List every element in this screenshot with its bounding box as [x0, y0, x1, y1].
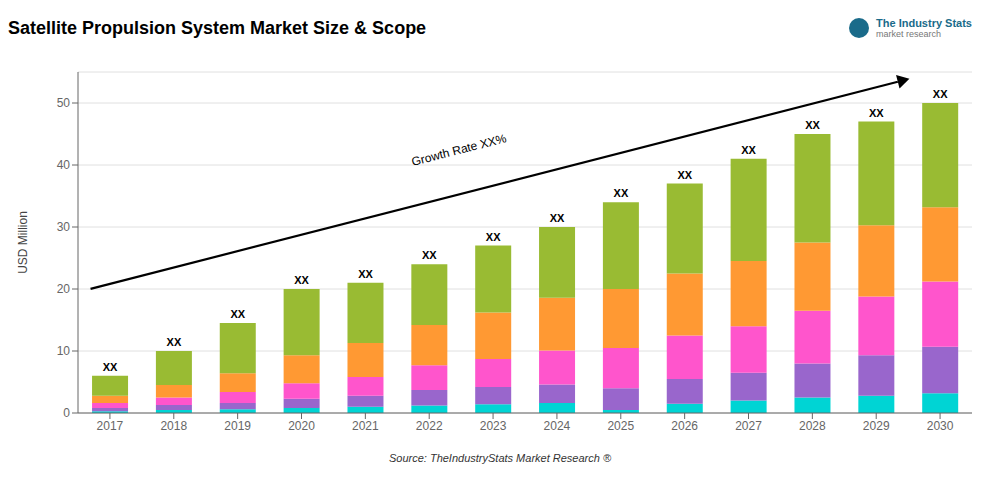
- svg-text:XX: XX: [677, 169, 692, 181]
- svg-text:XX: XX: [933, 88, 948, 100]
- svg-text:2022: 2022: [416, 419, 443, 433]
- svg-text:XX: XX: [741, 144, 756, 156]
- svg-text:XX: XX: [103, 361, 118, 373]
- svg-text:2019: 2019: [224, 419, 251, 433]
- svg-text:Growth Rate XX%: Growth Rate XX%: [410, 131, 508, 169]
- svg-text:XX: XX: [869, 107, 884, 119]
- svg-text:XX: XX: [486, 231, 501, 243]
- svg-text:2025: 2025: [607, 419, 634, 433]
- svg-text:2030: 2030: [927, 419, 954, 433]
- svg-text:XX: XX: [294, 274, 309, 286]
- svg-text:2028: 2028: [799, 419, 826, 433]
- svg-text:2023: 2023: [480, 419, 507, 433]
- svg-text:2024: 2024: [544, 419, 571, 433]
- svg-text:2020: 2020: [288, 419, 315, 433]
- svg-text:XX: XX: [614, 187, 629, 199]
- svg-text:40: 40: [57, 158, 71, 172]
- svg-text:XX: XX: [805, 119, 820, 131]
- svg-text:XX: XX: [550, 212, 565, 224]
- svg-text:2029: 2029: [863, 419, 890, 433]
- svg-text:XX: XX: [167, 336, 182, 348]
- html-text:Satellite Propulsion System Ma: Satellite Propulsion System Market Size …: [8, 17, 427, 38]
- svg-text:XX: XX: [358, 268, 373, 280]
- svg-text:USD Million: USD Million: [16, 211, 30, 274]
- svg-text:2017: 2017: [97, 419, 124, 433]
- svg-text:20: 20: [57, 282, 71, 296]
- html-text:Source: TheIndustryStats Marke: Source: TheIndustryStats Market Research…: [389, 452, 611, 464]
- svg-text:XX: XX: [422, 249, 437, 261]
- svg-text:2018: 2018: [160, 419, 187, 433]
- svg-text:0: 0: [63, 406, 70, 420]
- svg-text:XX: XX: [230, 308, 245, 320]
- svg-text:30: 30: [57, 220, 71, 234]
- html-text:The Industry Stats: The Industry Stats: [876, 17, 972, 29]
- svg-text:2021: 2021: [352, 419, 379, 433]
- html-text:market research: market research: [876, 29, 942, 39]
- svg-text:10: 10: [57, 344, 71, 358]
- svg-text:2027: 2027: [735, 419, 762, 433]
- svg-text:2026: 2026: [671, 419, 698, 433]
- svg-text:50: 50: [57, 96, 71, 110]
